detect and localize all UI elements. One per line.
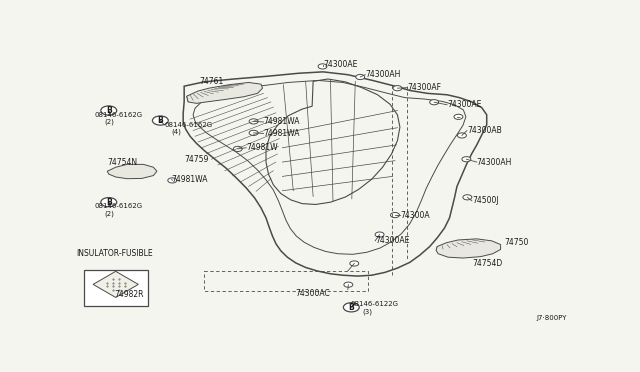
- Text: B: B: [157, 116, 163, 125]
- Text: 74500J: 74500J: [472, 196, 499, 205]
- Text: 74300AH: 74300AH: [477, 158, 512, 167]
- Circle shape: [390, 212, 399, 218]
- Circle shape: [454, 114, 463, 119]
- Circle shape: [356, 74, 365, 80]
- Text: (4): (4): [172, 129, 182, 135]
- Circle shape: [168, 178, 177, 183]
- Circle shape: [152, 116, 168, 125]
- Text: 74761: 74761: [199, 77, 223, 86]
- Text: 08146-6162G: 08146-6162G: [95, 203, 143, 209]
- Circle shape: [463, 195, 472, 200]
- Polygon shape: [93, 271, 138, 298]
- Circle shape: [249, 119, 258, 124]
- Text: (3): (3): [363, 308, 372, 315]
- Circle shape: [429, 100, 438, 105]
- Text: 74300A: 74300A: [400, 211, 429, 219]
- Polygon shape: [436, 239, 500, 258]
- Circle shape: [318, 64, 327, 69]
- Text: INSULATOR-FUSIBLE: INSULATOR-FUSIBLE: [76, 249, 153, 258]
- Text: 08146-6122G: 08146-6122G: [350, 301, 398, 307]
- Circle shape: [101, 106, 116, 115]
- Text: 74300AC: 74300AC: [296, 289, 330, 298]
- Polygon shape: [187, 83, 262, 103]
- Text: 74754N: 74754N: [108, 158, 138, 167]
- Circle shape: [375, 232, 384, 237]
- Text: 74981WA: 74981WA: [172, 175, 208, 184]
- Circle shape: [393, 86, 402, 91]
- Text: 74981WA: 74981WA: [264, 118, 300, 126]
- Text: 74300AE: 74300AE: [375, 236, 410, 246]
- Text: 74300AB: 74300AB: [467, 126, 502, 135]
- Circle shape: [350, 261, 359, 266]
- Text: (2): (2): [105, 211, 115, 217]
- Circle shape: [458, 133, 467, 138]
- Text: 74750: 74750: [504, 238, 529, 247]
- Text: 74759: 74759: [184, 155, 209, 164]
- Circle shape: [233, 146, 242, 151]
- Text: 74300AF: 74300AF: [408, 83, 442, 92]
- Text: 74300AH: 74300AH: [365, 70, 401, 79]
- Circle shape: [344, 282, 353, 287]
- Text: 74981WA: 74981WA: [264, 129, 300, 138]
- Circle shape: [462, 157, 471, 162]
- Text: 74300AE: 74300AE: [323, 60, 357, 69]
- Text: 74981W: 74981W: [246, 143, 278, 152]
- Text: 08146-6162G: 08146-6162G: [95, 112, 143, 118]
- Text: 08146-6162G: 08146-6162G: [164, 122, 212, 128]
- Polygon shape: [108, 164, 157, 179]
- Text: 74982R: 74982R: [115, 290, 144, 299]
- Text: B: B: [348, 303, 354, 312]
- Text: J7·800PY: J7·800PY: [536, 315, 567, 321]
- Text: B: B: [106, 106, 111, 115]
- Circle shape: [344, 303, 359, 312]
- Text: (2): (2): [105, 119, 115, 125]
- Circle shape: [101, 198, 116, 207]
- Text: 74300AE: 74300AE: [447, 100, 481, 109]
- Text: B: B: [106, 198, 111, 207]
- Text: 74754D: 74754D: [472, 259, 502, 268]
- Circle shape: [249, 130, 258, 135]
- Bar: [84, 270, 148, 306]
